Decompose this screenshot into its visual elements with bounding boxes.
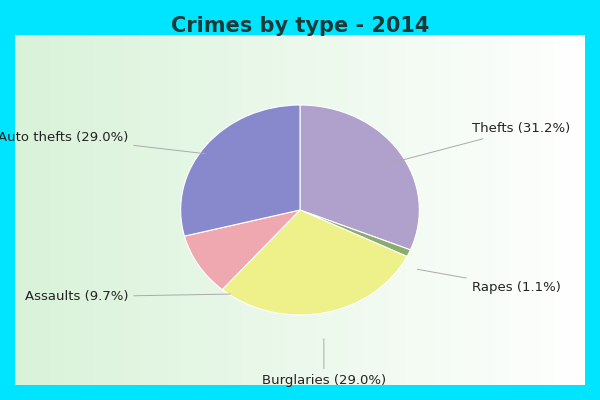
Wedge shape [222, 210, 407, 315]
Text: Crimes by type - 2014: Crimes by type - 2014 [171, 16, 429, 36]
Text: Assaults (9.7%): Assaults (9.7%) [25, 290, 230, 303]
Text: Rapes (1.1%): Rapes (1.1%) [417, 269, 560, 294]
Text: Thefts (31.2%): Thefts (31.2%) [385, 122, 570, 164]
Text: Auto thefts (29.0%): Auto thefts (29.0%) [0, 131, 205, 154]
Wedge shape [184, 210, 300, 290]
Wedge shape [300, 210, 410, 256]
Wedge shape [181, 105, 300, 236]
Wedge shape [300, 105, 419, 250]
Text: Burglaries (29.0%): Burglaries (29.0%) [262, 339, 386, 387]
